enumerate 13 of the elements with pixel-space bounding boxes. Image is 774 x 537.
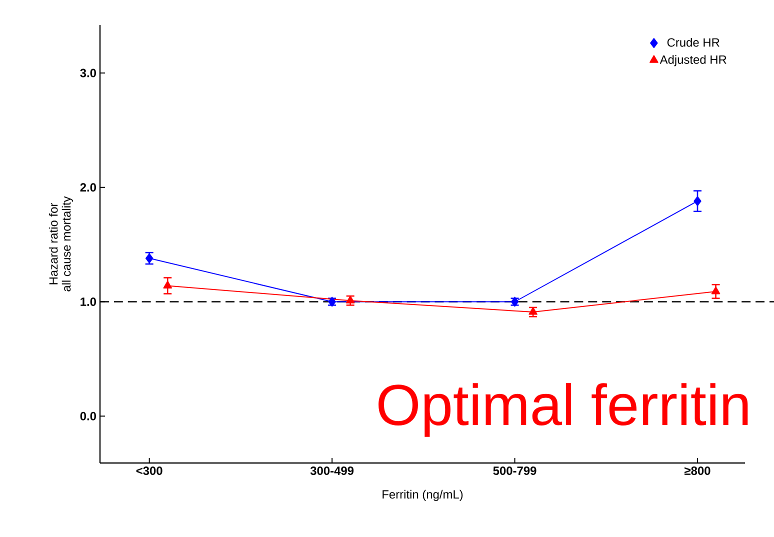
x-tick-label: 500-799 — [493, 466, 536, 475]
x-tick-label: 300-499 — [310, 466, 354, 476]
legend-label: Crude HR — [667, 38, 720, 47]
x-axis-title: Ferritin (ng/mL) — [382, 490, 463, 501]
y-tick-label: 1.0 — [80, 298, 96, 306]
legend-label: Adjusted HR — [660, 55, 726, 66]
y-axis-title: Hazard ratio for all cause mortality — [48, 196, 74, 292]
x-tick-label: <300 — [136, 466, 162, 476]
annotation: Optimal ferritin — [378, 383, 748, 437]
x-tick-label: ≥800 — [684, 466, 710, 475]
y-tick-label: 0.0 — [80, 412, 96, 420]
y-tick-label: 3.0 — [80, 68, 96, 78]
y-tick-label: 2.0 — [80, 183, 96, 192]
